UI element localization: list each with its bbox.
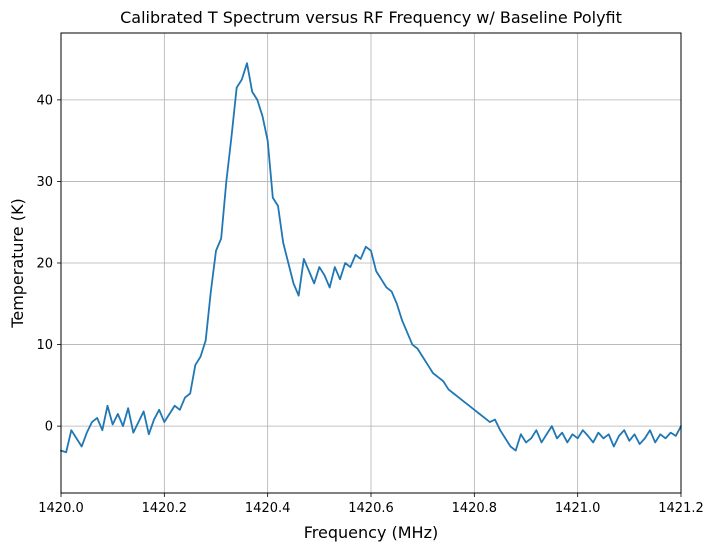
y-tick-label: 30 bbox=[36, 175, 53, 190]
y-tick-label: 10 bbox=[36, 338, 53, 353]
series-line bbox=[60, 62, 682, 454]
y-tick-label: 0 bbox=[45, 420, 53, 435]
chart-title: Calibrated T Spectrum versus RF Frequenc… bbox=[120, 8, 622, 27]
y-tick-label: 20 bbox=[36, 257, 53, 272]
y-axis: 0 10 20 30 40 bbox=[36, 93, 61, 435]
grid bbox=[60, 33, 682, 493]
y-tick-label: 40 bbox=[36, 93, 53, 108]
x-tick-label: 1421.0 bbox=[555, 501, 601, 516]
x-tick-label: 1420.4 bbox=[245, 501, 291, 516]
x-tick-label: 1421.2 bbox=[658, 501, 704, 516]
y-axis-label: Temperature (K) bbox=[8, 198, 27, 328]
x-axis-label: Frequency (MHz) bbox=[304, 523, 438, 542]
x-tick-label: 1420.6 bbox=[348, 501, 394, 516]
x-axis: 1420.0 1420.2 1420.4 1420.6 1420.8 1421.0 1421… bbox=[38, 493, 704, 516]
x-tick-label: 1420.0 bbox=[38, 501, 84, 516]
x-tick-label: 1420.8 bbox=[452, 501, 498, 516]
x-tick-label: 1420.2 bbox=[142, 501, 188, 516]
